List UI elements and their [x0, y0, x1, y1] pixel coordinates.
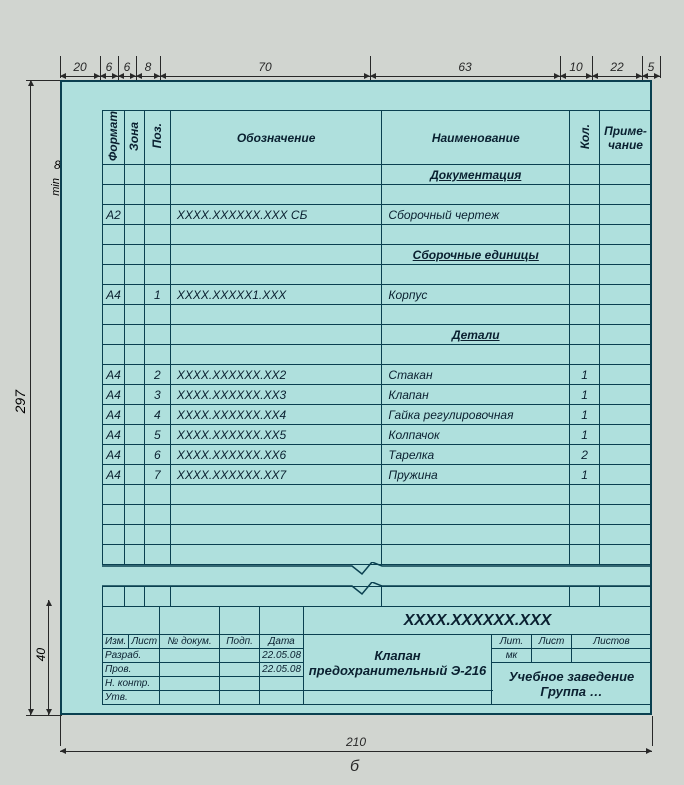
figure-caption: б [350, 758, 359, 776]
tb-data: Дата [260, 635, 304, 649]
tb-list2: Лист [532, 635, 572, 649]
table-row [103, 485, 652, 505]
table-row [103, 185, 652, 205]
col-pos: Поз. [150, 123, 164, 148]
table-row: А41ХХХХ.ХХХХХ1.ХХХКорпус [103, 285, 652, 305]
table-row [103, 225, 652, 245]
drawing-sheet: Формат Зона Поз. Обозначение Наименовани… [60, 80, 652, 715]
col-name: Наименование [382, 111, 570, 165]
spec-tail [102, 586, 652, 607]
table-row: А43ХХХХ.ХХХХХХ.ХХ3Клапан1 [103, 385, 652, 405]
table-row: А42ХХХХ.ХХХХХХ.ХХ2Стакан1 [103, 365, 652, 385]
table-row: А2ХХХХ.ХХХХХХ.ХХХ СБСборочный чертеж [103, 205, 652, 225]
dim-297 [30, 80, 35, 715]
dim-210: 210 [60, 735, 652, 752]
dim-top-10: 10 [560, 60, 592, 77]
tb-mk: мк [492, 649, 532, 663]
tb-listov: Листов [572, 635, 652, 649]
tb-date1: 22.05.08 [260, 649, 304, 663]
witness [652, 716, 653, 746]
tb-razrab: Разраб. [103, 649, 160, 663]
table-row [103, 345, 652, 365]
table-row [103, 525, 652, 545]
tb-designation: ХХХХ.ХХХХХХ.ХХХ [304, 607, 652, 635]
witness [60, 56, 61, 78]
table-header-row: Формат Зона Поз. Обозначение Наименовани… [103, 111, 652, 165]
dim-top-5: 5 [642, 60, 660, 77]
dim-40 [48, 600, 53, 715]
table-row: Сборочные единицы [103, 245, 652, 265]
break-mark-top [102, 562, 652, 576]
col-qty: Кол. [578, 124, 592, 149]
witness [60, 716, 61, 746]
tb-utv: Утв. [103, 691, 160, 705]
witness [26, 715, 62, 716]
specification-table: Формат Зона Поз. Обозначение Наименовани… [102, 110, 652, 565]
tb-school: Учебное заведение Группа … [492, 663, 652, 705]
table-row: А44ХХХХ.ХХХХХХ.ХХ4Гайка регулировочная1 [103, 405, 652, 425]
table-row: А47ХХХХ.ХХХХХХ.ХХ7Пружина1 [103, 465, 652, 485]
dim-top-6a: 6 [100, 60, 118, 77]
dim-40-lbl: 40 [34, 648, 48, 661]
title-block: ХХХХ.ХХХХХХ.ХХХ Изм. Лист № докум. Подп.… [102, 606, 652, 705]
tb-date2: 22.05.08 [260, 663, 304, 677]
table-row: Документация [103, 165, 652, 185]
page: 20 6 6 8 70 63 10 22 5 5 15 8 min 297 21… [0, 0, 684, 785]
witness [660, 56, 661, 78]
tb-part-name: Клапан предохранительный Э-216 [304, 635, 492, 691]
col-note: Приме- чание [599, 111, 651, 165]
table-row: Детали [103, 325, 652, 345]
dim-top-8: 8 [136, 60, 160, 77]
col-zone: Зона [127, 122, 141, 151]
dim-top-70: 70 [160, 60, 370, 77]
table-row [103, 505, 652, 525]
tb-prov: Пров. [103, 663, 160, 677]
dim-top-22: 22 [592, 60, 642, 77]
dim-top-20: 20 [60, 60, 100, 77]
tb-ndoc: № докум. [160, 635, 220, 649]
col-format: Формат [106, 111, 120, 161]
table-row [103, 265, 652, 285]
dim-297-lbl: 297 [12, 390, 28, 413]
col-designation: Обозначение [170, 111, 382, 165]
table-row: А46ХХХХ.ХХХХХХ.ХХ6Тарелка2 [103, 445, 652, 465]
witness [26, 80, 62, 81]
table-row [103, 305, 652, 325]
dim-top-63: 63 [370, 60, 560, 77]
tb-list: Лист [129, 635, 160, 649]
dim-top-6b: 6 [118, 60, 136, 77]
table-row: А45ХХХХ.ХХХХХХ.ХХ5Колпачок1 [103, 425, 652, 445]
tb-izm: Изм. [103, 635, 129, 649]
tb-lit: Лит. [492, 635, 532, 649]
tb-podp: Подп. [220, 635, 260, 649]
tb-nkontr: Н. контр. [103, 677, 160, 691]
